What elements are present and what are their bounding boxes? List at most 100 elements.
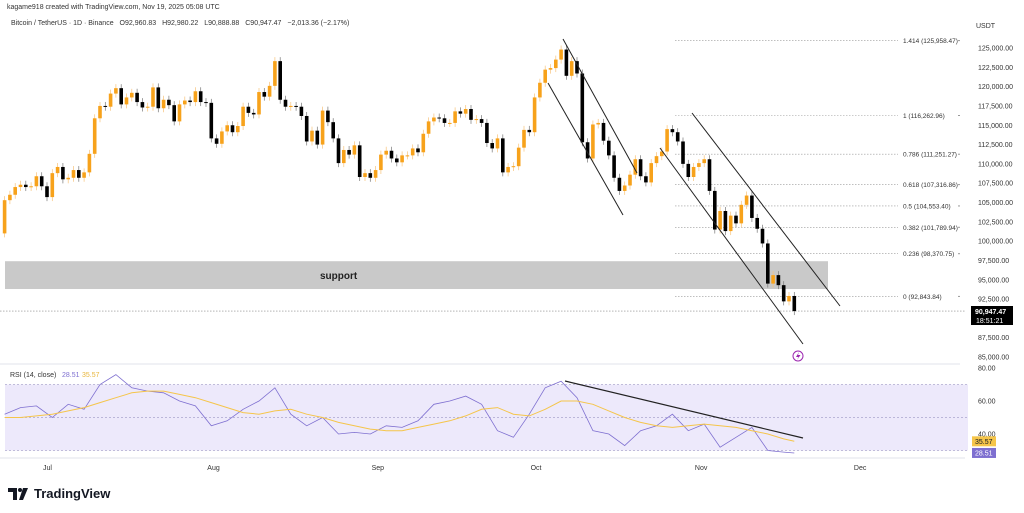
- candle: [320, 110, 325, 145]
- price-tick-label: 125,000.00: [978, 46, 1013, 53]
- candle: [485, 122, 489, 144]
- tradingview-logo[interactable]: TradingView: [8, 486, 110, 501]
- price-tick-label: 85,000.00: [978, 355, 1009, 362]
- time-axis[interactable]: Jul Aug Sep Oct Nov Dec: [0, 457, 965, 472]
- candle: [744, 195, 749, 205]
- candle: [251, 112, 256, 115]
- candle: [172, 105, 176, 122]
- time-tick-label: Nov: [695, 465, 708, 472]
- candle: [644, 176, 648, 183]
- candle: [18, 184, 23, 188]
- fibonacci-levels[interactable]: 1.414 (125,958.47) 1 (116,262.96) 0.786 (1…: [675, 38, 960, 301]
- candle: [416, 148, 420, 153]
- candle: [273, 61, 277, 86]
- fib-label: 0.5 (104,553.40): [903, 203, 951, 210]
- price-tick-label: 100,000.00: [978, 239, 1013, 246]
- candle: [654, 156, 659, 164]
- candle: [304, 115, 309, 142]
- candle: [718, 210, 722, 230]
- candle: [474, 119, 479, 121]
- candle: [98, 105, 102, 119]
- candle: [580, 73, 585, 143]
- candle: [686, 163, 691, 178]
- candle: [209, 102, 214, 139]
- price-tick-label: 87,500.00: [978, 335, 1009, 342]
- candle: [278, 61, 282, 100]
- price-tick-label: 107,500.00: [978, 181, 1013, 188]
- price-tick-label: 122,500.00: [978, 65, 1013, 72]
- ohlc-open: O92,960.83: [119, 20, 157, 27]
- symbol-name[interactable]: Bitcoin / TetherUS · 1D · Binance: [11, 20, 114, 27]
- candle: [442, 118, 447, 123]
- candle: [707, 159, 712, 191]
- candle: [760, 228, 765, 244]
- rsi-ma-value: 35.57: [82, 372, 100, 379]
- candle: [665, 129, 669, 152]
- candle: [506, 166, 510, 173]
- candle: [140, 102, 145, 108]
- candle: [575, 61, 579, 74]
- candle: [310, 130, 314, 142]
- tradingview-logo-icon: [8, 487, 28, 500]
- currency-label[interactable]: USDT: [972, 22, 1000, 31]
- candle: [119, 88, 123, 105]
- candle: [294, 105, 298, 107]
- candle: [124, 97, 129, 105]
- candle: [236, 126, 240, 133]
- candle: [591, 124, 595, 159]
- candle: [77, 170, 81, 178]
- candle: [405, 155, 410, 157]
- candle: [432, 117, 436, 122]
- candle: [257, 92, 261, 115]
- candle: [188, 100, 192, 103]
- candle: [607, 140, 611, 156]
- rsi-ma-line: [4, 390, 795, 442]
- candle: [103, 105, 108, 107]
- rsi-tick-label: 60.00: [978, 399, 996, 406]
- lightning-icon[interactable]: [792, 350, 804, 362]
- candle: [548, 68, 553, 70]
- candle: [702, 159, 706, 164]
- candle: [490, 143, 494, 149]
- candle: [776, 275, 781, 286]
- support-zone[interactable]: [5, 261, 828, 290]
- candle: [167, 99, 171, 106]
- candle: [479, 119, 484, 123]
- time-tick-label: Dec: [854, 465, 867, 472]
- candle: [389, 150, 394, 159]
- candle: [527, 129, 532, 133]
- candle: [628, 174, 632, 186]
- last-price-tag: 90,947.47 18:51:21: [971, 306, 1013, 325]
- candle: [660, 151, 664, 157]
- time-tick-label: Jul: [43, 465, 52, 472]
- candle: [241, 106, 245, 127]
- candle: [336, 138, 341, 164]
- candle: [670, 129, 675, 133]
- price-tick-label: 95,000.00: [978, 277, 1009, 284]
- candle: [559, 49, 563, 60]
- support-label: support: [320, 271, 358, 282]
- price-axis[interactable]: 125,000.00 122,500.00 120,000.00 117,500.00…: [978, 46, 1013, 362]
- candle: [225, 125, 229, 132]
- rsi-title: RSI (14, close): [10, 372, 56, 379]
- candle: [156, 87, 161, 109]
- candle: [71, 170, 76, 178]
- candle: [410, 148, 415, 156]
- candle: [92, 118, 97, 154]
- last-price-value: 90,947.47: [975, 309, 1006, 316]
- candle: [569, 61, 574, 76]
- candle: [29, 186, 33, 188]
- trend-lines[interactable]: [547, 38, 841, 345]
- candle: [214, 138, 219, 144]
- candle: [342, 149, 346, 164]
- candle: [617, 177, 622, 191]
- rsi-trend-line[interactable]: [564, 380, 804, 439]
- fib-label: 0 (92,843.84): [903, 294, 942, 301]
- candle: [326, 110, 330, 123]
- candle: [766, 243, 770, 284]
- candle: [230, 125, 235, 133]
- candle: [145, 106, 150, 108]
- candle: [612, 155, 616, 178]
